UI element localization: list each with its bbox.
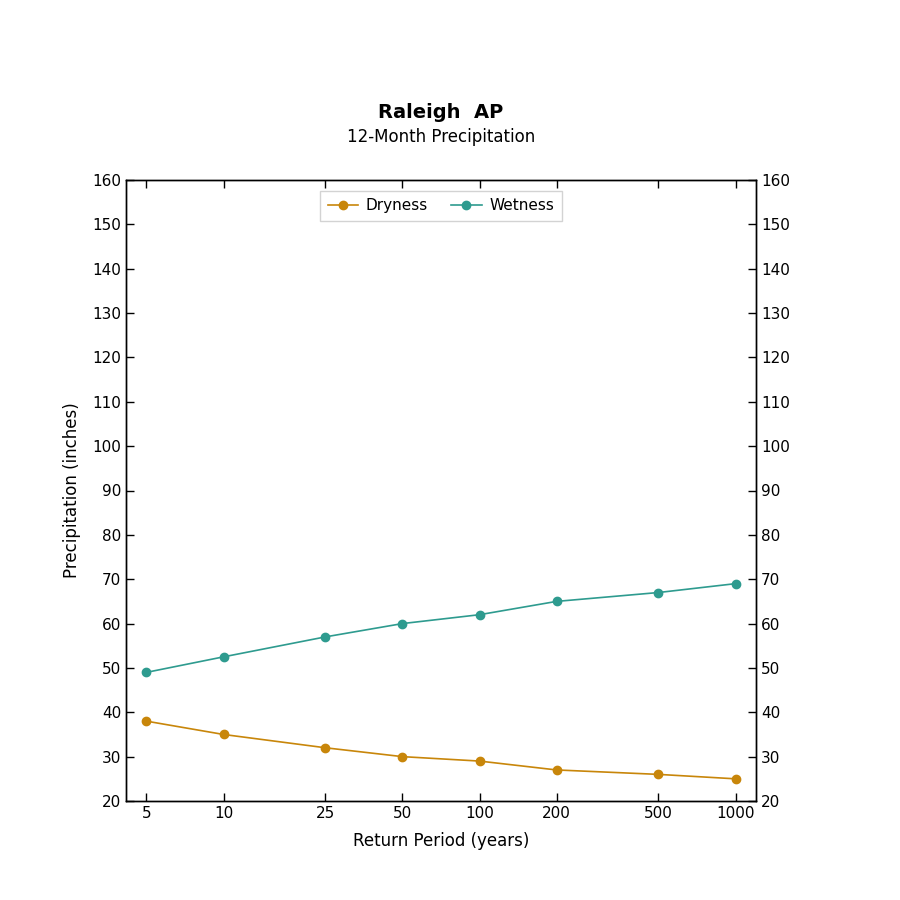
Dryness xyxy=(551,764,562,775)
Wetness xyxy=(551,596,562,607)
Line: Wetness: Wetness xyxy=(142,580,740,677)
Dryness xyxy=(397,752,408,762)
Y-axis label: Precipitation (inches): Precipitation (inches) xyxy=(63,402,81,579)
Text: Raleigh  AP: Raleigh AP xyxy=(378,103,504,122)
Wetness xyxy=(320,632,331,643)
Line: Dryness: Dryness xyxy=(142,717,740,783)
Wetness xyxy=(141,667,152,678)
Dryness xyxy=(320,742,331,753)
Wetness xyxy=(397,618,408,629)
Dryness xyxy=(218,729,229,740)
Dryness xyxy=(474,756,485,767)
Wetness xyxy=(653,587,664,598)
Dryness xyxy=(141,716,152,726)
Wetness xyxy=(218,652,229,662)
Wetness xyxy=(474,609,485,620)
X-axis label: Return Period (years): Return Period (years) xyxy=(353,832,529,850)
Dryness xyxy=(653,769,664,779)
Wetness xyxy=(730,578,741,589)
Dryness xyxy=(730,773,741,784)
Text: 12-Month Precipitation: 12-Month Precipitation xyxy=(346,128,536,146)
Legend: Dryness, Wetness: Dryness, Wetness xyxy=(320,191,562,221)
